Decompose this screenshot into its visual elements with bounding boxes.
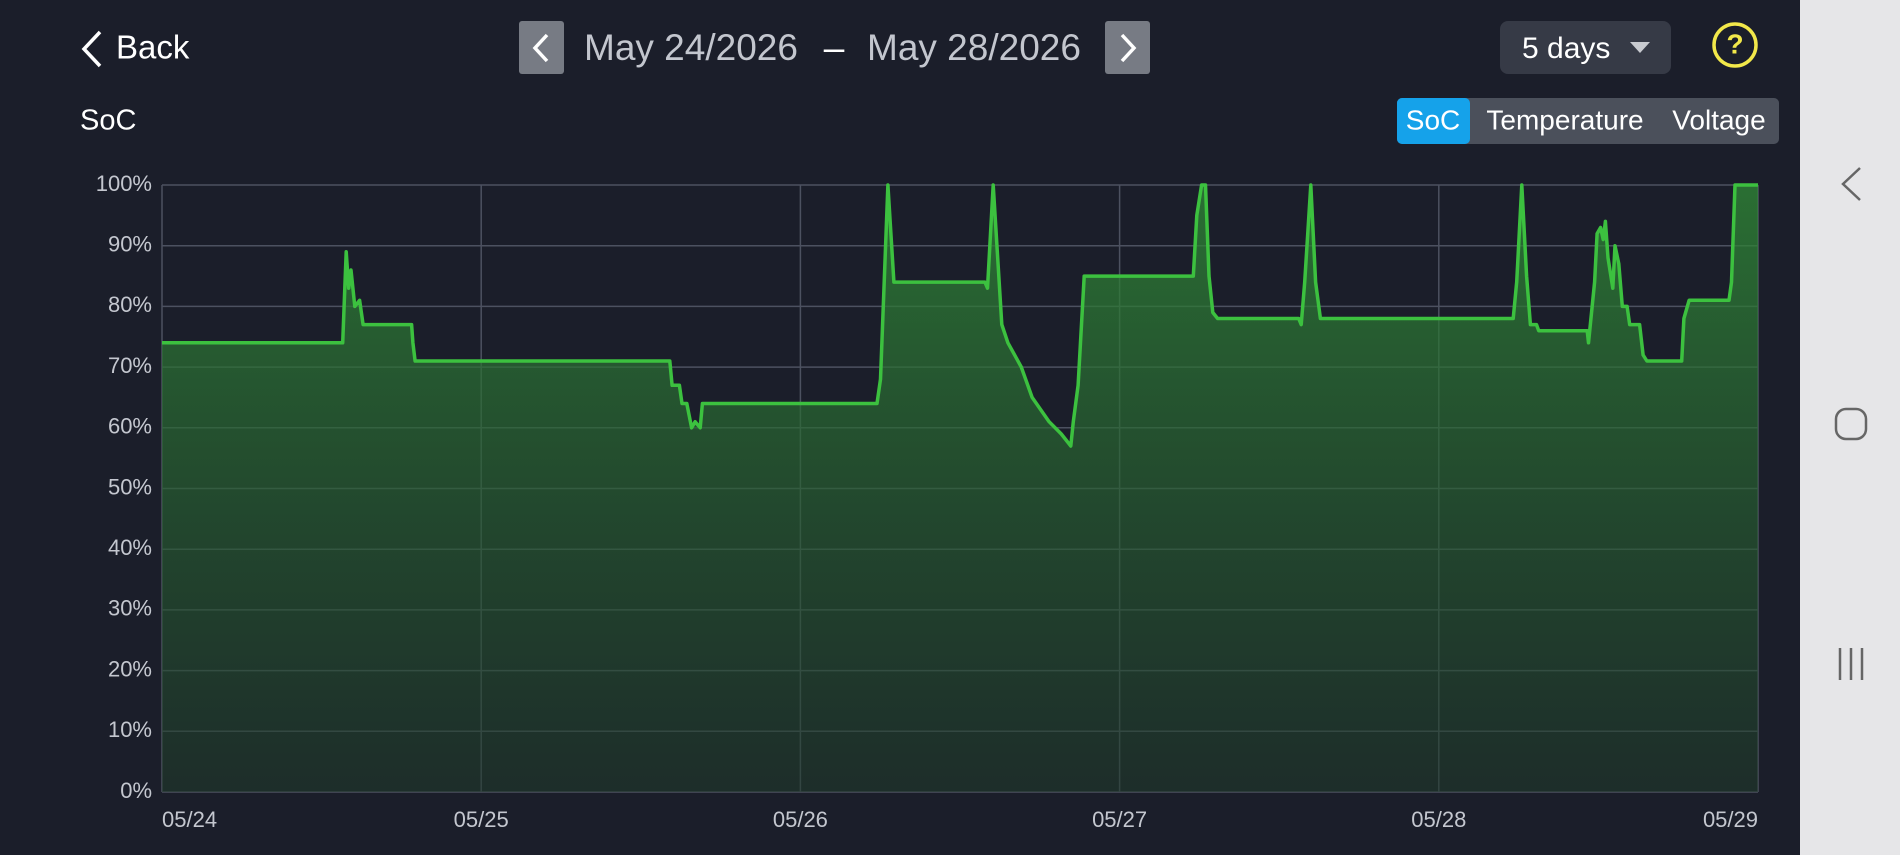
y-tick-label: 90% [108,232,152,257]
back-icon [81,30,102,68]
next-bg [1105,21,1150,74]
plot: 0% 10% 20% 30% 40% 50% 60% 70% 80% 90% 100% 05/24 05… [96,171,1759,832]
y-tick-label: 20% [108,656,152,681]
tab-voltage[interactable]: Voltage [1672,104,1765,135]
y-tick-label: 100% [96,171,152,196]
range-dropdown[interactable]: 5 days [1500,21,1671,74]
y-tick-label: 30% [108,596,152,621]
next-icon [1120,33,1137,63]
x-tick-label: 05/27 [1092,807,1147,832]
dropdown-arrow [1630,42,1650,53]
back-label: Back [116,29,190,66]
tab-label: SoC [1406,104,1460,135]
help-label: ? [1726,28,1743,59]
tab-soc[interactable]: SoC [1397,98,1470,144]
y-tick-label: 80% [108,292,152,317]
next-button[interactable] [1105,21,1150,74]
nav-back[interactable] [1841,167,1861,201]
date-start: May 24/2026 [584,27,798,68]
date-separator: – [824,27,845,68]
y-tick-label: 60% [108,414,152,439]
x-tick-label: 05/28 [1411,807,1466,832]
help-circle [1712,22,1758,68]
prev-bg [519,21,564,74]
help-button[interactable]: ? [1712,22,1758,68]
chart-title: SoC [80,105,136,137]
nav-recents[interactable] [1838,648,1864,680]
x-tick-label: 05/24 [162,807,217,832]
area [162,185,1758,792]
y-tick-label: 50% [108,474,152,499]
range-label: 5 days [1522,32,1610,65]
x-tick-label: 05/25 [454,807,509,832]
nav-home[interactable] [1834,407,1868,441]
x-tick-label: 05/26 [773,807,828,832]
tab-active-bg [1397,98,1470,144]
y-tick-label: 40% [108,535,152,560]
y-tick-label: 70% [108,353,152,378]
date-end: May 28/2026 [867,27,1081,68]
prev-button[interactable] [519,21,564,74]
tab-bar [1397,98,1779,144]
back-button[interactable]: Back [81,29,190,68]
x-tick-label: 05/29 [1703,807,1758,832]
prev-icon [532,33,549,63]
tab-temperature[interactable]: Temperature [1486,104,1643,135]
y-tick-label: 0% [120,778,152,803]
nav-bar [1800,0,1900,855]
range-bg [1500,21,1671,74]
y-tick-label: 10% [108,717,152,742]
soc-line [162,183,1758,448]
